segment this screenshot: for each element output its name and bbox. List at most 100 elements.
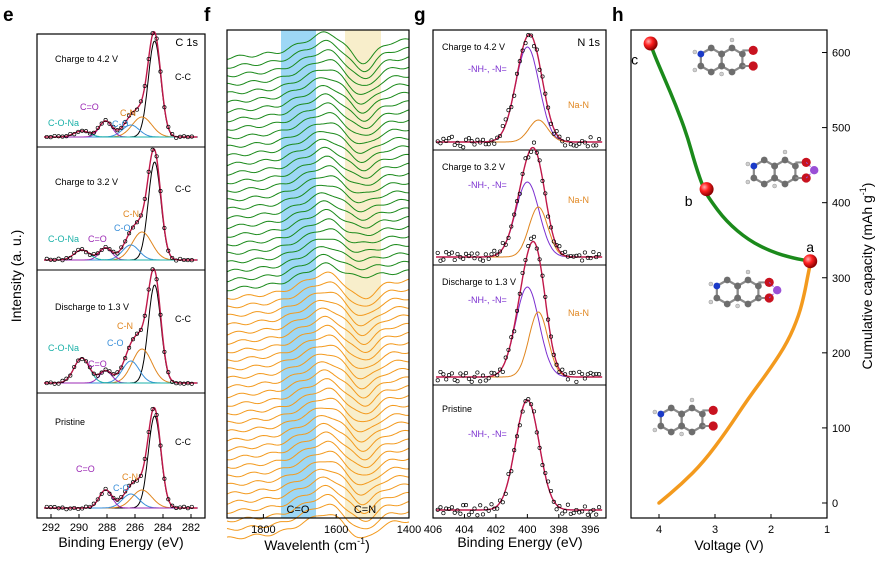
- c1s-data-point: [80, 357, 85, 362]
- oxygen-atom: [748, 45, 758, 56]
- n1s-data-point: [483, 506, 488, 511]
- c1s-data-point: [80, 506, 85, 511]
- c1s-data-point: [103, 367, 108, 372]
- c1s-peak-label: C-O: [114, 223, 131, 233]
- n1s-data-point: [480, 258, 486, 263]
- n1s-data-point: [497, 133, 503, 139]
- c1s-data-point: [134, 478, 140, 483]
- discharge-curve: [657, 262, 812, 505]
- c1s-data-point: [83, 129, 89, 134]
- oxygen-atom: [748, 61, 758, 71]
- ftir-line-orange: [226, 334, 410, 362]
- n1s-peak-label-nh: -NH-, -N=: [468, 64, 507, 74]
- c1s-data-point: [44, 381, 49, 386]
- n1s-data-point: [475, 513, 480, 518]
- c1s-data-point: [150, 407, 155, 412]
- carbon-atom: [728, 68, 736, 76]
- n1s-data-point: [560, 511, 565, 516]
- n1s-data-point: [441, 136, 446, 141]
- ftir-line-orange: [226, 271, 410, 300]
- c1s-data-point: [107, 369, 112, 374]
- hydrogen-atom: [772, 183, 777, 189]
- n1s-data-point: [435, 507, 440, 512]
- c1s-data-point: [119, 494, 124, 500]
- carbon-atom: [781, 156, 789, 164]
- c1s-data-point: [76, 129, 81, 134]
- n1s-data-point: [523, 257, 528, 263]
- n1s-data-point: [585, 512, 590, 517]
- n1s-data-point: [492, 506, 497, 511]
- n1s-data-point: [577, 141, 582, 146]
- n1s-data-point: [466, 254, 471, 259]
- n1s-data-point: [543, 91, 548, 96]
- panel-g-xlabel: Binding Energy (eV): [457, 534, 582, 550]
- ftir-line-green: [227, 175, 410, 202]
- ftir-line-green: [226, 209, 410, 238]
- c1s-data-point: [64, 507, 69, 512]
- n1s-data-point: [560, 139, 565, 144]
- n1s-data-point: [585, 255, 590, 260]
- n1s-data-point: [520, 409, 525, 414]
- c1s-data-point: [91, 501, 96, 506]
- nitrogen-atom: [713, 282, 721, 290]
- n1s-data-point: [565, 377, 570, 382]
- n1s-data-point: [531, 409, 537, 414]
- n1s-data-point: [478, 140, 483, 145]
- c1s-data-point: [80, 128, 85, 133]
- ftir-line-green: [226, 31, 410, 65]
- n1s-component-nh: [436, 399, 603, 511]
- n1s-data-point: [563, 372, 568, 377]
- n1s-data-point: [557, 504, 562, 509]
- n1s-data-point: [486, 256, 491, 261]
- ftir-line-orange: [226, 440, 410, 469]
- n1s-data-point: [526, 33, 531, 38]
- sodium-atom: [772, 286, 782, 295]
- carbon-atom: [707, 44, 715, 52]
- ftir-line-green: [226, 253, 410, 283]
- c1s-tag: C 1s: [175, 37, 198, 49]
- panel-e-c1s-xps: C 1s Charge to 4.2 VC=OC-O-Na C-OC-NC-CCh…: [8, 30, 206, 550]
- ftir-line-orange: [226, 378, 410, 407]
- n1s-data-point: [565, 502, 570, 507]
- c1s-data-point: [72, 250, 77, 255]
- c1s-data-point: [166, 370, 171, 375]
- n1s-data-point: [543, 294, 548, 299]
- c1s-peak-label: C-O: [113, 483, 130, 493]
- c1s-data-point: [178, 505, 183, 510]
- n1s-data-point: [449, 134, 454, 139]
- n1s-data-point: [571, 510, 576, 516]
- ftir-line-green: [226, 165, 410, 193]
- panel-g-frame: [432, 29, 607, 519]
- c1s-data-point: [60, 378, 65, 383]
- n1s-data-point: [466, 376, 471, 381]
- c1s-data-point: [162, 349, 167, 354]
- n1s-data-point: [480, 373, 486, 378]
- carbon-atom: [698, 410, 706, 418]
- n1s-data-point: [594, 143, 599, 148]
- carbon-atom: [744, 276, 752, 284]
- c1s-data-point: [154, 154, 159, 159]
- c1s-peak-label: C-O-Na: [48, 234, 79, 244]
- n1s-data-point: [551, 131, 556, 136]
- panel-letter-h: h: [612, 5, 624, 26]
- hydrogen-atom: [729, 37, 735, 43]
- c1s-data-point: [115, 370, 120, 375]
- ftir-line-green: [226, 184, 410, 210]
- c1s-data-point: [154, 36, 159, 41]
- c1s-data-point: [64, 256, 69, 261]
- n1s-data-point: [449, 250, 454, 255]
- ftir-line-orange: [226, 344, 410, 371]
- n1s-data-point: [500, 369, 505, 374]
- carbon-atom: [750, 174, 758, 182]
- n1s-data-point: [483, 378, 488, 383]
- n1s-data-point: [452, 257, 457, 263]
- panel-h-xlabel: Voltage (V): [694, 537, 763, 553]
- c1s-data-point: [60, 258, 65, 263]
- panel-e-xlabel: Binding Energy (eV): [58, 534, 183, 550]
- n1s-data-point: [452, 142, 457, 148]
- c1s-data-point: [185, 258, 190, 263]
- voltage-x-tick-label: 3: [712, 524, 718, 536]
- c1s-data-point: [178, 134, 183, 139]
- c1s-data-point: [127, 113, 132, 118]
- n1s-data-point: [475, 251, 480, 256]
